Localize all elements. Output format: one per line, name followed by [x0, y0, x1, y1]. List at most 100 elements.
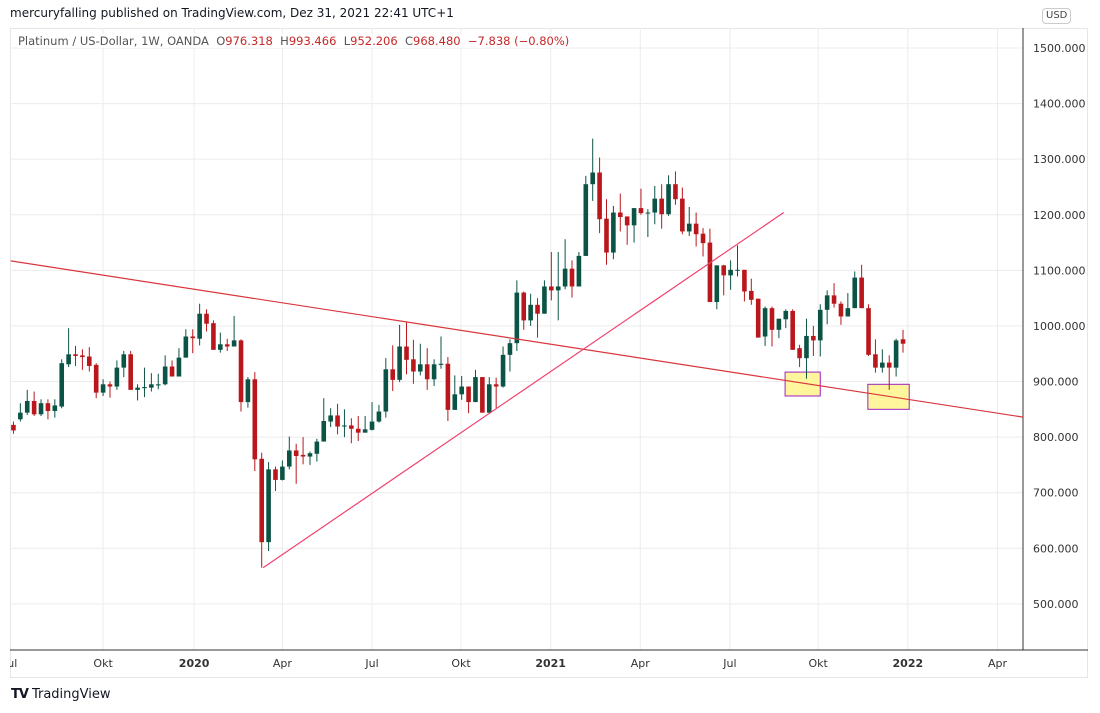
tradingview-logo[interactable]: TV TradingView — [11, 687, 110, 702]
candle-up — [645, 212, 651, 214]
candle-down — [128, 354, 133, 390]
candle-up — [500, 354, 506, 387]
candle-down — [866, 308, 871, 355]
candle-up — [542, 286, 547, 314]
high-label: H — [280, 34, 289, 48]
candle-up — [135, 387, 140, 390]
candle-up — [652, 198, 658, 213]
candle-down — [445, 363, 451, 410]
candle-up — [66, 354, 71, 365]
candle-up — [100, 384, 106, 393]
candle-down — [80, 355, 85, 358]
candle-up — [286, 450, 292, 467]
candle-down — [549, 286, 554, 291]
candle-up — [307, 453, 313, 457]
symbol-title: Platinum / US-Dollar, 1W, OANDA — [18, 34, 209, 48]
candle-up — [431, 364, 437, 380]
candle-down — [31, 400, 37, 415]
candle-down — [569, 268, 575, 287]
candle-down — [604, 218, 609, 253]
candle-up — [438, 363, 444, 365]
candle-up — [369, 421, 375, 430]
y-tick-label: 1500.000 — [1033, 42, 1086, 55]
highlight-box — [784, 371, 821, 397]
candle-up — [486, 384, 492, 413]
candle-down — [707, 242, 713, 303]
descending-resistance-trendline — [10, 260, 1023, 418]
candle-up — [459, 386, 464, 395]
candle-up — [762, 308, 768, 337]
candle-up — [114, 367, 120, 387]
candle-down — [335, 415, 340, 427]
candle-down — [900, 339, 906, 344]
candle-down — [659, 198, 664, 215]
y-tick-label: 1300.000 — [1033, 153, 1086, 166]
candle-up — [804, 335, 809, 359]
candle-down — [107, 384, 113, 387]
close-value: 968.480 — [413, 34, 461, 48]
candle-down — [831, 295, 837, 304]
candle-down — [790, 310, 795, 350]
candle-down — [597, 172, 602, 220]
candle-up — [776, 318, 782, 330]
candle-down — [886, 362, 892, 368]
candle-down — [480, 377, 485, 413]
candle-up — [362, 429, 368, 433]
candle-up — [38, 403, 44, 415]
candle-down — [493, 384, 499, 387]
candle-up — [735, 269, 740, 271]
open-label: O — [216, 34, 226, 48]
candle-up — [817, 309, 823, 341]
candle-down — [721, 265, 727, 276]
candle-down — [638, 208, 644, 214]
x-tick-label: Okt — [451, 657, 471, 670]
x-tick-label: Apr — [631, 657, 651, 670]
candle-down — [73, 354, 78, 356]
published-by-line: mercuryfalling published on TradingView.… — [10, 6, 454, 20]
x-tick-label: 2022 — [893, 657, 924, 670]
candle-up — [562, 268, 568, 287]
candle-up — [280, 466, 285, 480]
candle-down — [700, 233, 706, 244]
candle-down — [404, 346, 409, 360]
x-tick-label: Apr — [273, 657, 293, 670]
candle-up — [507, 343, 513, 355]
high-value: 993.466 — [288, 34, 337, 48]
candle-down — [204, 313, 209, 324]
candle-down — [811, 335, 816, 341]
candle-down — [169, 366, 175, 377]
chart-frame — [10, 28, 1088, 678]
candle-up — [321, 420, 327, 442]
candle-up — [162, 366, 168, 385]
y-tick-label: 700.000 — [1033, 487, 1079, 500]
candle-up — [880, 362, 885, 368]
low-label: L — [343, 34, 351, 48]
y-tick-label: 600.000 — [1033, 542, 1079, 555]
candle-up — [52, 405, 58, 411]
candle-down — [190, 336, 196, 339]
candle-down — [238, 340, 244, 403]
candle-down — [300, 454, 306, 457]
candle-down — [680, 198, 685, 232]
x-tick-label: Okt — [809, 657, 829, 670]
currency-badge[interactable]: USD — [1042, 8, 1072, 24]
candle-up — [155, 384, 161, 386]
candle-up — [590, 172, 595, 185]
candle-down — [742, 269, 747, 292]
ascending-support-trendline — [262, 212, 785, 569]
y-tick-label: 1100.000 — [1033, 264, 1086, 277]
candle-up — [59, 363, 65, 407]
candle-up — [342, 425, 347, 427]
candle-up — [376, 411, 382, 422]
x-tick-label: Okt — [93, 657, 113, 670]
candle-up — [18, 412, 23, 420]
y-tick-label: 1400.000 — [1033, 98, 1086, 111]
candle-down — [355, 428, 361, 433]
candle-down — [252, 379, 258, 460]
y-tick-label: 1000.000 — [1033, 320, 1086, 333]
candle-up — [418, 364, 423, 372]
candle-up — [266, 469, 271, 543]
candle-up — [197, 313, 202, 339]
candle-up — [783, 310, 789, 320]
